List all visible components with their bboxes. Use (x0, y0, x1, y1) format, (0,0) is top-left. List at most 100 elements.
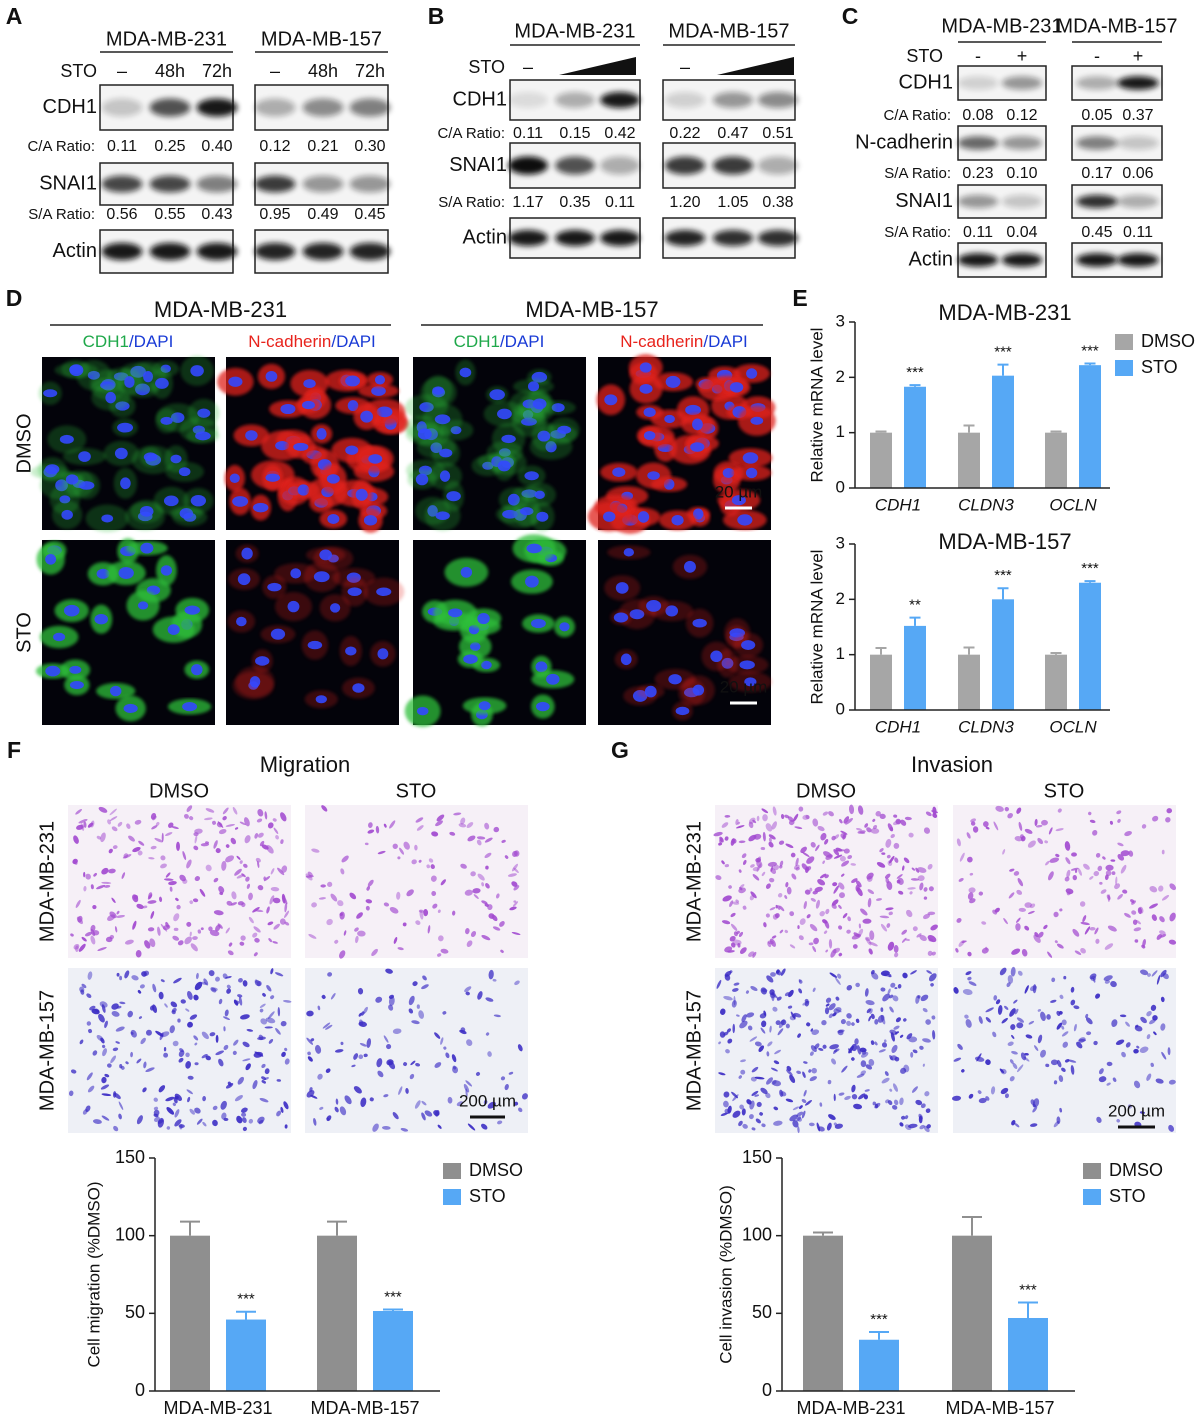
cell (1056, 1059, 1062, 1068)
cell (100, 832, 106, 843)
cell (1150, 1004, 1157, 1011)
cell (906, 1033, 913, 1040)
cell (967, 892, 974, 900)
cell (1063, 975, 1067, 980)
cell (856, 1045, 861, 1055)
cell (180, 999, 186, 1004)
ratio-value: 0.37 (1122, 107, 1153, 124)
cell (138, 1016, 143, 1020)
cell (86, 993, 92, 998)
cell (885, 907, 894, 911)
cell (272, 897, 281, 904)
cell (828, 811, 834, 817)
cell (892, 1105, 898, 1110)
cell (157, 926, 161, 936)
blot-band (149, 175, 191, 193)
bar (1045, 654, 1067, 710)
dapi-name: /DAPI (500, 332, 544, 351)
cell (493, 826, 500, 833)
cell (470, 931, 477, 938)
blot-band (508, 92, 548, 108)
cell (353, 1086, 362, 1094)
cell (1067, 1059, 1077, 1063)
cell (154, 837, 163, 843)
cell (467, 835, 476, 842)
cell (259, 840, 265, 847)
cell (354, 927, 359, 932)
cell (73, 943, 80, 950)
cell (795, 857, 799, 867)
cell (1086, 1031, 1092, 1036)
y-tick-label: 150 (742, 1147, 772, 1167)
cell (465, 991, 470, 996)
cell (254, 937, 260, 943)
cell (72, 858, 78, 865)
ratio-value: 0.11 (605, 194, 635, 211)
cell (424, 1110, 433, 1117)
blot-band (757, 230, 799, 246)
column-label: STO (1044, 780, 1085, 802)
nucleus (692, 618, 707, 628)
cell (1032, 984, 1037, 994)
nucleus (197, 408, 211, 418)
cell (910, 878, 920, 881)
condition-label: - (975, 46, 981, 66)
cell (956, 838, 961, 847)
cell (1085, 1017, 1093, 1025)
dose-ramp (717, 57, 794, 75)
transwell-image (715, 805, 938, 958)
cell (189, 1108, 195, 1115)
cell (822, 811, 829, 816)
cell (1066, 891, 1071, 896)
cell (760, 1027, 766, 1034)
cell (838, 904, 842, 909)
cell (376, 1058, 383, 1068)
nucleus (163, 495, 179, 507)
panel-label: F (7, 737, 21, 763)
cell (1058, 1010, 1063, 1015)
blot-band (302, 98, 344, 117)
cell (888, 911, 893, 916)
cell (758, 1045, 765, 1053)
cell (115, 1026, 125, 1032)
cell (784, 929, 789, 934)
cell (761, 1020, 767, 1028)
nucleus (737, 514, 753, 526)
dose-ramp (559, 57, 636, 75)
cell (1160, 996, 1165, 1003)
cell (77, 915, 83, 923)
cell (1135, 1024, 1139, 1028)
cell (874, 1041, 878, 1046)
blot-band (757, 156, 799, 175)
nucleus (139, 505, 154, 517)
cell (978, 1097, 987, 1104)
cell (340, 1041, 344, 1046)
significance: *** (1081, 342, 1099, 359)
cell (222, 1016, 230, 1021)
cell (1006, 982, 1011, 988)
nucleus (160, 565, 173, 576)
cell (102, 1048, 107, 1057)
cell (283, 1101, 289, 1110)
cell (767, 1041, 773, 1047)
cell (815, 899, 820, 909)
cell (244, 817, 250, 827)
cell (1003, 918, 1008, 925)
cell (769, 907, 776, 911)
cell (227, 950, 234, 956)
cell (894, 857, 899, 863)
cell (739, 1020, 748, 1029)
cell (359, 1042, 367, 1047)
cell (1088, 811, 1092, 816)
cell (870, 1040, 875, 1045)
cell (409, 1073, 415, 1080)
cell (386, 1044, 392, 1050)
cell (833, 854, 843, 859)
cell (112, 845, 118, 850)
nucleus (417, 428, 432, 440)
cell (847, 855, 853, 860)
cell (1054, 940, 1058, 944)
y-tick-label: 0 (836, 699, 845, 718)
bar (226, 1319, 266, 1391)
ratio-value: 0.17 (1081, 165, 1112, 182)
